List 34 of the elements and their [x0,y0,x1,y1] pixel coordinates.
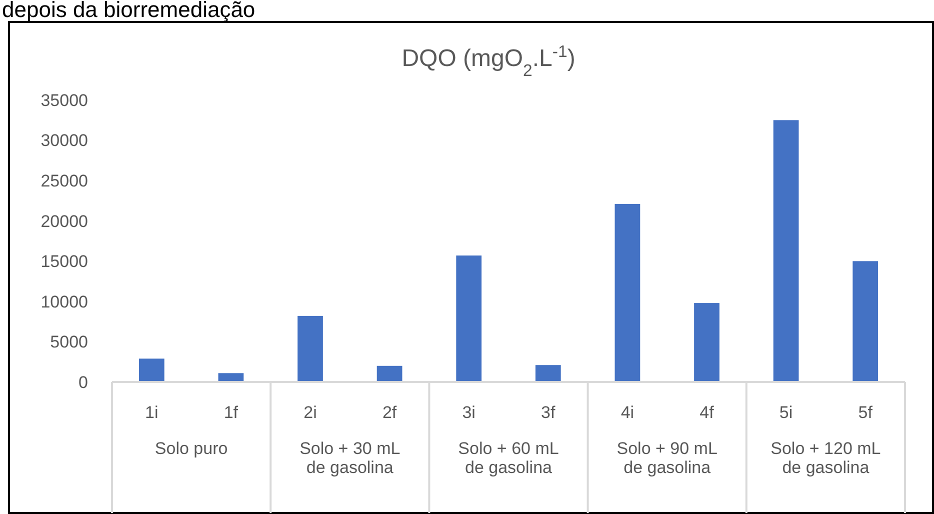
text: Solo + 120 mL de gasolina [770,439,881,477]
x-tick-label: 4i [620,403,634,422]
y-tick-label: 25000 [40,172,88,191]
x-tick-label: 3i [462,403,476,422]
x-tick-label: 3f [541,403,556,422]
bar [773,120,799,382]
y-tick-label: 30000 [40,131,88,150]
bar [694,303,720,382]
y-tick-label: 10000 [40,292,88,312]
x-tick-label: 1i [145,403,158,422]
x-tick-label: 2f [382,403,397,422]
text: depois da biorremediação [2,0,256,22]
text: Solo + 30 mL de gasolina [300,439,400,477]
bar [852,261,878,382]
x-tick-label: 5i [779,403,793,422]
text: Solo + 90 mL de gasolina [616,439,718,477]
bar [456,256,482,382]
y-tick-label: 5000 [50,332,88,352]
text: Solo + 60 mL de gasolina [458,439,559,477]
bar [298,316,323,382]
y-tick-label: 15000 [40,252,88,272]
x-tick-label: 2i [304,403,317,422]
x-tick-label: 5f [858,403,873,422]
bar [376,366,402,382]
bar [614,204,640,382]
bar [535,365,561,382]
x-tick-label: 1f [224,403,238,422]
y-tick-label: 35000 [40,90,88,110]
bar [138,358,164,382]
y-tick-label: 20000 [40,212,88,231]
y-tick-label: 0 [78,372,88,392]
chart-title: DQO (mgO$_{2}$.L$^{-1}$) [402,42,576,80]
text: Solo puro [154,439,228,458]
x-tick-label: 4f [700,403,714,422]
